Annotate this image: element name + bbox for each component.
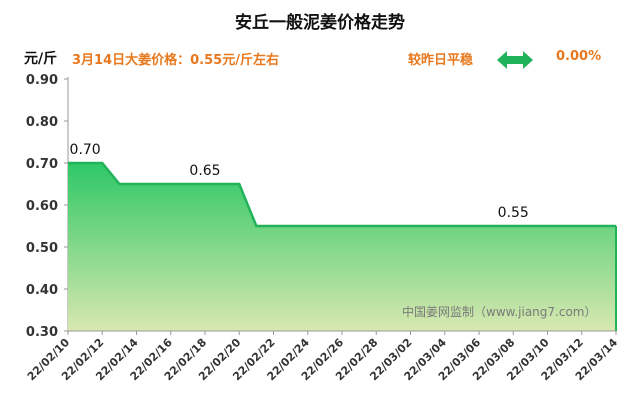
- y-tick-label: 0.90: [26, 73, 58, 88]
- price-area: [68, 163, 616, 331]
- chart-title: 安丘一般泥姜价格走势: [235, 13, 405, 33]
- y-tick-label: 0.60: [26, 199, 58, 214]
- price-line: [68, 161, 616, 228]
- y-tick-label: 0.70: [26, 157, 58, 172]
- y-tick-label: 0.40: [26, 283, 58, 298]
- data-label: 0.65: [189, 163, 220, 179]
- compare-value: 0.00%: [556, 49, 602, 64]
- price-note: 3月14日大姜价格：0.55元/斤左右: [72, 53, 279, 68]
- y-tick-label: 0.30: [26, 325, 58, 340]
- compare-label: 较昨日平稳: [408, 53, 474, 68]
- flat-arrow-icon: [497, 51, 533, 69]
- watermark: 中国姜网监制（www.jiang7.com）: [402, 304, 596, 319]
- unit-label: 元/斤: [24, 51, 58, 67]
- y-tick-label: 0.80: [26, 115, 58, 130]
- y-tick-label: 0.50: [26, 241, 58, 256]
- data-label: 0.55: [498, 205, 529, 221]
- data-label: 0.70: [70, 142, 101, 158]
